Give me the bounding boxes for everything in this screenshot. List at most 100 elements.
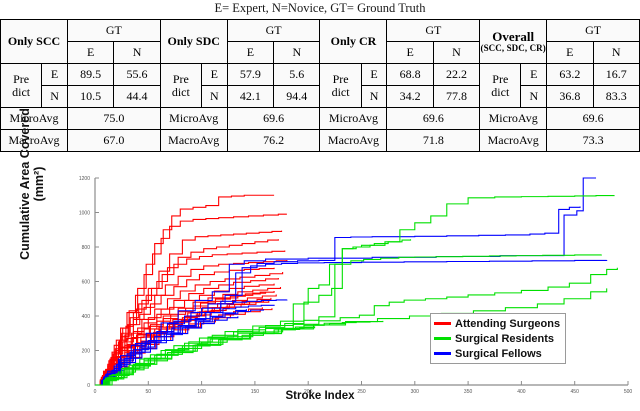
series-line: [95, 309, 247, 386]
table-row-group-title: Only SCC GT Only SDC GT Only CR GT Overa…: [0, 19, 640, 64]
microavg-label-scc: MicroAvg: [0, 107, 68, 130]
value-sdc-pred-n-gt-n: 94.4: [273, 85, 321, 108]
group-title-sdc-text: Only SDC: [167, 34, 220, 49]
group-title-cr-text: Only CR: [330, 34, 377, 49]
macroavg-label-overall: MacroAvg: [479, 129, 548, 152]
series-line: [95, 316, 239, 386]
legend-item-surgical-residents[interactable]: Surgical Residents: [434, 331, 560, 346]
col-e-sdc: E: [226, 41, 275, 64]
series-line: [95, 283, 275, 386]
group-title-sdc: Only SDC: [159, 19, 228, 64]
microavg-label-cr: MicroAvg: [319, 107, 388, 130]
x-tick-label: 50: [146, 389, 152, 395]
value-sdc-pred-e-gt-n: 5.6: [273, 63, 321, 86]
cumulative-area-chart: 0 200 400 600 800 1000 1200 0 50 100 150 200 250 300 3…: [0, 158, 640, 406]
x-tick-label: 250: [357, 389, 366, 395]
macroavg-label-cr: MacroAvg: [319, 129, 388, 152]
col-n-scc: N: [113, 41, 161, 64]
col-n-overall: N: [592, 41, 640, 64]
microavg-value-sdc: 69.6: [226, 107, 321, 130]
x-tick-label: 450: [571, 389, 580, 395]
value-overall-pred-e-gt-n: 16.7: [592, 63, 640, 86]
table-row-predict-n: N 10.5 44.4 N 42.1 94.4 N 34.2 77.8 N 36…: [1, 85, 640, 108]
predict-line2-overall: dict: [491, 84, 510, 99]
microavg-value-scc: 75.0: [66, 107, 161, 130]
series-line: [95, 320, 384, 386]
macroavg-value-overall: 73.3: [546, 129, 640, 152]
col-e-scc: E: [66, 41, 115, 64]
x-tick-label: 200: [304, 389, 313, 395]
series-line: [95, 239, 412, 386]
table-row-microavg: MicroAvg 75.0 MicroAvg 69.6 MicroAvg 69.…: [0, 107, 640, 130]
predict-label-sdc: Pre dict: [159, 63, 202, 108]
predict-label-scc: Pre dict: [0, 63, 43, 108]
value-cr-pred-n-gt-e: 34.2: [386, 85, 434, 108]
series-line: [95, 322, 347, 386]
group-subtitle-overall-text: (SCC, SDC, CR): [480, 42, 546, 53]
value-scc-pred-e-gt-n: 55.6: [113, 63, 161, 86]
legend-item-attending-surgeons[interactable]: Attending Surgeons: [434, 316, 560, 331]
predict-line2-scc: dict: [12, 84, 31, 99]
gt-header-cr: GT: [386, 19, 481, 42]
value-scc-pred-e-gt-e: 89.5: [66, 63, 115, 86]
y-tick-label: 1200: [79, 176, 90, 182]
gt-header-sdc: GT: [226, 19, 321, 42]
x-tick-label: 500: [624, 389, 633, 395]
predict-line1-scc: Pre: [13, 71, 30, 86]
series-line: [95, 230, 283, 386]
series-line: [95, 194, 275, 386]
predict-line2-cr: dict: [331, 84, 350, 99]
x-axis-label: Stroke Index: [285, 390, 355, 402]
group-title-scc-text: Only SCC: [7, 34, 61, 49]
x-tick-label: 350: [464, 389, 473, 395]
value-scc-pred-n-gt-n: 44.4: [113, 85, 161, 108]
metrics-table: Only SCC GT Only SDC GT Only CR GT Overa…: [0, 19, 640, 152]
col-n-sdc: N: [273, 41, 321, 64]
col-e-cr: E: [386, 41, 434, 64]
series-line: [95, 254, 602, 386]
value-overall-pred-e-gt-e: 63.2: [546, 63, 594, 86]
legend-item-surgical-fellows[interactable]: Surgical Fellows: [434, 346, 560, 361]
predict-row-e-overall: E: [520, 63, 548, 86]
microavg-label-overall: MicroAvg: [479, 107, 548, 130]
gt-header-overall: GT: [546, 19, 640, 42]
figure-caption: E= Expert, N=Novice, GT= Ground Truth: [214, 1, 426, 15]
legend-label-surgical-residents: Surgical Residents: [455, 332, 555, 345]
macroavg-value-cr: 71.8: [386, 129, 481, 152]
series-line: [95, 250, 286, 386]
table-row-macroavg: MacroAvg 67.0 MacroAvg 76.2 MacroAvg 71.…: [0, 129, 640, 152]
legend-label-attending-surgeons: Attending Surgeons: [455, 317, 561, 330]
predict-row-e-sdc: E: [200, 63, 228, 86]
value-sdc-pred-n-gt-e: 42.1: [226, 85, 275, 108]
table-row-predict-e: Pre dict E 89.5 55.6 Pre dict E 57.9 5.6…: [0, 63, 640, 108]
predict-row-n-overall: N: [520, 85, 548, 108]
predict-line2-sdc: dict: [171, 84, 190, 99]
predict-row-n-sdc: N: [200, 85, 228, 108]
legend-swatch-surgical-residents: [434, 337, 451, 340]
value-cr-pred-n-gt-n: 77.8: [432, 85, 481, 108]
y-tick-label: 600: [82, 280, 91, 286]
x-tick-label: 300: [411, 389, 420, 395]
predict-row-n-scc: N: [41, 85, 68, 108]
series-line: [95, 288, 608, 386]
metrics-table-container: Only SCC GT Only SDC GT Only CR GT Overa…: [0, 19, 640, 152]
col-e-overall: E: [546, 41, 594, 64]
series-line: [95, 239, 279, 386]
series-line: [95, 326, 316, 386]
x-tick-label: 100: [197, 389, 206, 395]
group-title-overall: Overall (SCC, SDC, CR): [479, 19, 548, 64]
value-sdc-pred-e-gt-e: 57.9: [226, 63, 275, 86]
predict-row-e-scc: E: [41, 63, 68, 86]
predict-line1-overall: Pre: [492, 71, 509, 86]
y-tick-label: 400: [82, 314, 91, 320]
legend-swatch-surgical-fellows: [434, 352, 451, 355]
macroavg-value-sdc: 76.2: [226, 129, 321, 152]
value-overall-pred-n-gt-e: 36.8: [546, 85, 594, 108]
predict-label-overall: Pre dict: [479, 63, 522, 108]
plot-canvas: 0 200 400 600 800 1000 1200 0 50 100 150 200 250 300 3…: [79, 176, 633, 395]
macroavg-value-scc: 67.0: [66, 129, 161, 152]
value-cr-pred-e-gt-e: 68.8: [386, 63, 434, 86]
value-cr-pred-e-gt-n: 22.2: [432, 63, 481, 86]
microavg-value-cr: 69.6: [386, 107, 481, 130]
value-overall-pred-n-gt-n: 83.3: [592, 85, 640, 108]
